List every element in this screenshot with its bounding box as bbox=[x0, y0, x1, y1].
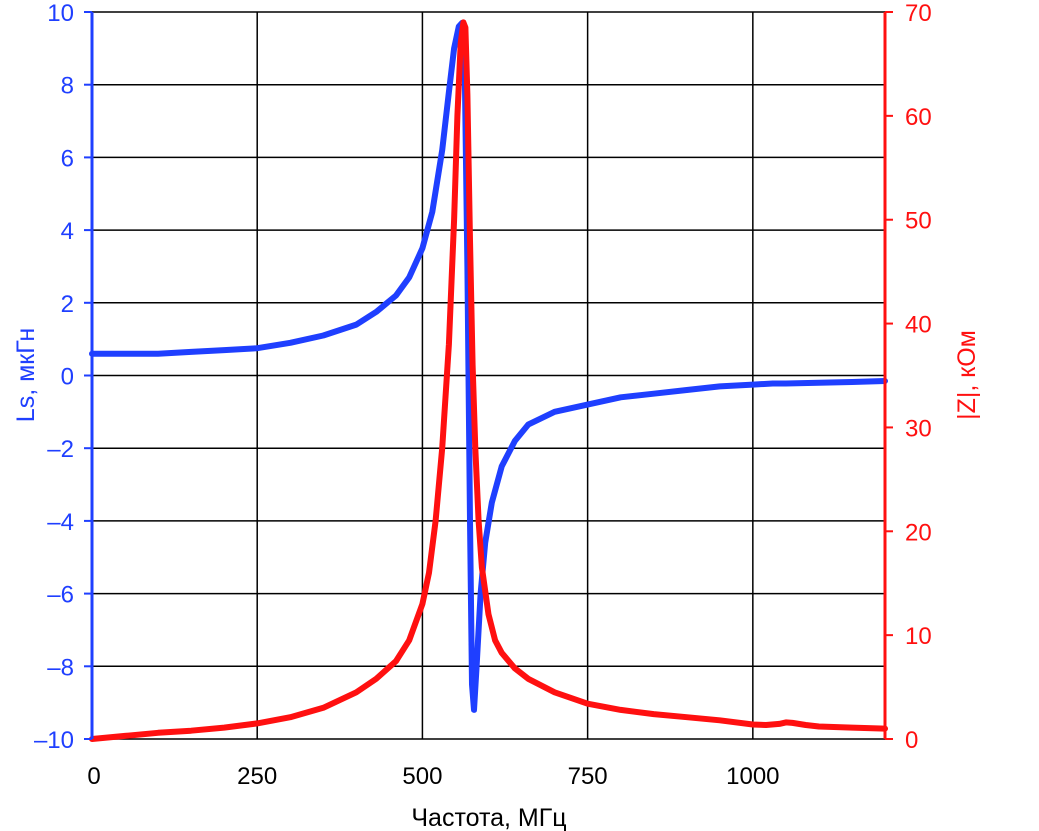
series-line-ls bbox=[89, 19, 888, 713]
left-tick-label: 6 bbox=[61, 145, 74, 172]
left-tick-label: –2 bbox=[47, 436, 74, 463]
right-tick-label: 50 bbox=[905, 208, 932, 235]
right-tick-label: 60 bbox=[905, 104, 932, 131]
left-tick-label: 2 bbox=[61, 291, 74, 318]
left-tick-label: 4 bbox=[61, 218, 74, 245]
x-tick-label: 500 bbox=[402, 763, 442, 790]
right-tick-label: 20 bbox=[905, 519, 932, 546]
x-tick-label: 1000 bbox=[726, 763, 779, 790]
grid-lines bbox=[91, 11, 885, 740]
left-tick-label: –6 bbox=[47, 582, 74, 609]
right-tick-label: 0 bbox=[905, 727, 918, 754]
series-line-z bbox=[89, 19, 888, 742]
left-tick-label: 8 bbox=[61, 73, 74, 100]
left-tick-label: 10 bbox=[47, 0, 74, 27]
right-tick-label: 70 bbox=[905, 0, 932, 27]
left-tick-label: –4 bbox=[47, 509, 74, 536]
series-lines bbox=[89, 19, 888, 742]
right-tick-label: 30 bbox=[905, 415, 932, 442]
axes bbox=[84, 11, 893, 740]
left-tick-label: 0 bbox=[61, 364, 74, 391]
right-axis-title: |Z|, кОм bbox=[953, 330, 981, 420]
left-tick-label: –10 bbox=[34, 727, 74, 754]
left-tick-label: –8 bbox=[47, 654, 74, 681]
right-tick-label: 10 bbox=[905, 623, 932, 650]
x-tick-label: 750 bbox=[568, 763, 608, 790]
x-tick-label: 0 bbox=[87, 763, 100, 790]
x-axis-title: Частота, МГц bbox=[411, 804, 566, 831]
left-axis-title: Ls, мкГн bbox=[12, 328, 40, 422]
right-tick-label: 40 bbox=[905, 312, 932, 339]
tick-labels: 0 250 500 750 1000 –10 –8 –6 –4 –2 0 2 4 6 8 10 0 10 20 30 4… bbox=[34, 0, 932, 790]
x-tick-label: 250 bbox=[237, 763, 277, 790]
